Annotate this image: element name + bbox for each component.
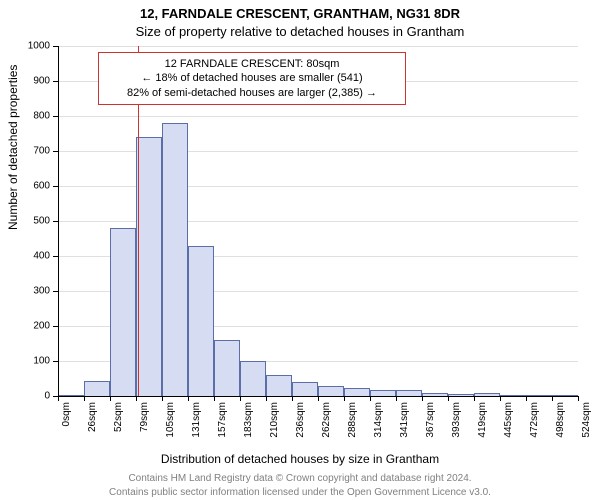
annotation-box: 12 FARNDALE CRESCENT: 80sqm← 18% of deta… xyxy=(98,52,406,105)
x-tick-label: 79sqm xyxy=(139,402,150,432)
x-tick-label: 341sqm xyxy=(399,402,410,438)
x-tick-label: 524sqm xyxy=(581,402,592,438)
chart-title-line2: Size of property relative to detached ho… xyxy=(0,24,600,39)
x-tick-label: 131sqm xyxy=(191,402,202,438)
histogram-bar xyxy=(344,388,370,396)
x-tick-label: 262sqm xyxy=(321,402,332,438)
x-tick-label: 26sqm xyxy=(87,402,98,432)
x-tick-label: 157sqm xyxy=(217,402,228,438)
x-tick-label: 288sqm xyxy=(347,402,358,438)
x-tick-label: 210sqm xyxy=(269,402,280,438)
y-tick-label: 600 xyxy=(33,181,50,192)
y-tick-label: 1000 xyxy=(28,41,50,52)
y-tick-label: 500 xyxy=(33,216,50,227)
x-tick-label: 105sqm xyxy=(165,402,176,438)
x-tick-label: 0sqm xyxy=(61,402,72,426)
annotation-line: 12 FARNDALE CRESCENT: 80sqm xyxy=(107,57,397,71)
x-tick-label: 472sqm xyxy=(529,402,540,438)
x-tick-label: 52sqm xyxy=(113,402,124,432)
x-tick-label: 236sqm xyxy=(295,402,306,438)
histogram-bar xyxy=(136,137,162,396)
x-axis xyxy=(58,396,578,397)
y-tick-label: 700 xyxy=(33,146,50,157)
y-tick-label: 0 xyxy=(44,391,50,402)
y-axis xyxy=(58,46,59,396)
y-tick-label: 800 xyxy=(33,111,50,122)
x-tick-label: 445sqm xyxy=(503,402,514,438)
histogram-bar xyxy=(292,382,318,396)
x-tick-label: 183sqm xyxy=(243,402,254,438)
y-tick-label: 400 xyxy=(33,251,50,262)
histogram-bar xyxy=(240,361,266,396)
y-tick-label: 300 xyxy=(33,286,50,297)
annotation-line: 82% of semi-detached houses are larger (… xyxy=(107,86,397,100)
histogram-bar xyxy=(214,340,240,396)
histogram-bar xyxy=(162,123,188,396)
plot-area: 010020030040050060070080090010000sqm26sq… xyxy=(58,46,578,396)
histogram-bar xyxy=(318,386,344,397)
gridline xyxy=(58,116,578,117)
x-tick xyxy=(578,396,579,401)
x-tick-label: 367sqm xyxy=(425,402,436,438)
footer-line2: Contains public sector information licen… xyxy=(0,487,600,498)
footer-line1: Contains HM Land Registry data © Crown c… xyxy=(0,473,600,484)
histogram-bar xyxy=(110,228,136,396)
x-tick-label: 393sqm xyxy=(451,402,462,438)
gridline xyxy=(58,46,578,47)
y-tick-label: 900 xyxy=(33,76,50,87)
x-tick-label: 314sqm xyxy=(373,402,384,438)
annotation-line: ← 18% of detached houses are smaller (54… xyxy=(107,71,397,85)
x-tick-label: 419sqm xyxy=(477,402,488,438)
chart-title-line1: 12, FARNDALE CRESCENT, GRANTHAM, NG31 8D… xyxy=(0,6,600,21)
x-tick-label: 498sqm xyxy=(555,402,566,438)
y-tick-label: 200 xyxy=(33,321,50,332)
y-tick-label: 100 xyxy=(33,356,50,367)
histogram-bar xyxy=(188,246,214,397)
histogram-bar xyxy=(84,381,110,396)
histogram-bar xyxy=(266,375,292,396)
x-axis-label: Distribution of detached houses by size … xyxy=(0,452,600,466)
y-axis-label: Number of detached properties xyxy=(6,65,20,230)
